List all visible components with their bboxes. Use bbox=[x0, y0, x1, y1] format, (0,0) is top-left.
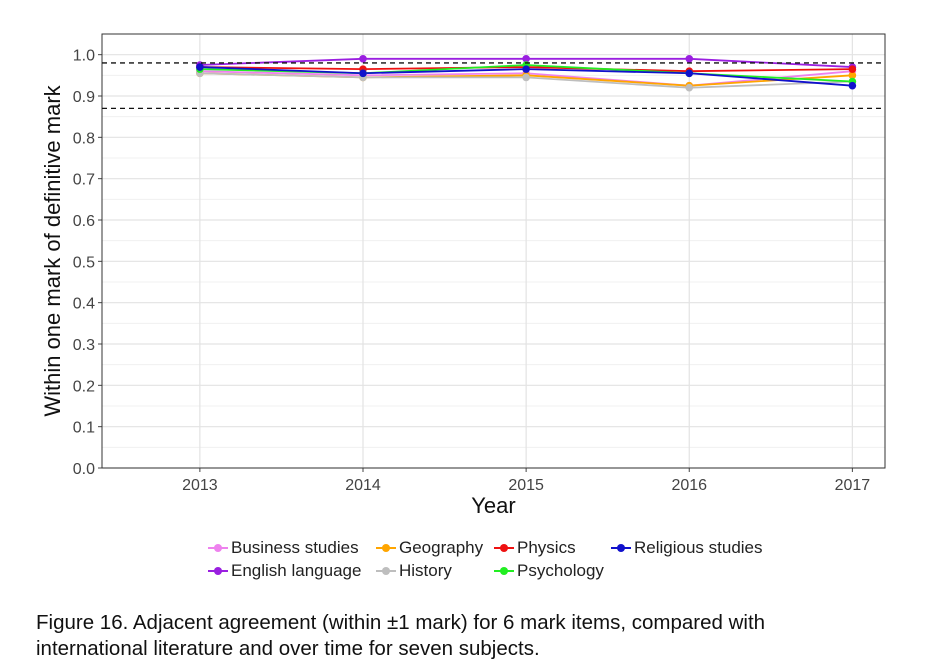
figure-caption: Figure 16. Adjacent agreement (within ±1… bbox=[36, 610, 916, 662]
y-tick-label: 0.2 bbox=[73, 378, 95, 395]
x-tick-label: 2014 bbox=[345, 477, 381, 494]
legend-label-history: History bbox=[399, 561, 452, 580]
data-point-history bbox=[685, 83, 694, 92]
data-point-english-language bbox=[359, 55, 367, 63]
y-tick-label: 0.3 bbox=[73, 337, 95, 354]
y-tick-label: 0.9 bbox=[73, 89, 95, 106]
y-tick-label: 0.5 bbox=[73, 254, 95, 271]
y-tick-label: 0.7 bbox=[73, 172, 95, 189]
legend-label-physics: Physics bbox=[517, 538, 576, 557]
legend-label-english-language: English language bbox=[231, 561, 362, 580]
legend-item-history: History bbox=[376, 561, 452, 581]
legend-item-business-studies: Business studies bbox=[208, 538, 359, 558]
caption-line-2: international literature and over time f… bbox=[36, 637, 540, 660]
y-axis-title: Within one mark of definitive mark bbox=[40, 84, 65, 416]
legend-key-business-studies bbox=[208, 542, 228, 554]
legend-item-psychology: Psychology bbox=[494, 561, 604, 581]
legend-item-physics: Physics bbox=[494, 538, 576, 558]
legend-label-religious-studies: Religious studies bbox=[634, 538, 763, 557]
y-tick-label: 0.4 bbox=[73, 296, 95, 313]
legend-item-geography: Geography bbox=[376, 538, 483, 558]
x-tick-label: 2017 bbox=[835, 477, 871, 494]
data-point-history bbox=[522, 73, 530, 82]
legend-label-geography: Geography bbox=[399, 538, 484, 557]
x-tick-label: 2016 bbox=[671, 477, 707, 494]
data-point-english-language bbox=[522, 55, 530, 63]
data-point-english-language bbox=[685, 55, 694, 63]
data-point-religious-studies bbox=[685, 69, 694, 78]
legend-key-english-language bbox=[208, 565, 228, 577]
y-tick-label: 0.1 bbox=[73, 420, 95, 437]
data-point-religious-studies bbox=[359, 69, 367, 78]
caption-line-1: Figure 16. Adjacent agreement (within ±1… bbox=[36, 611, 766, 634]
x-tick-label: 2015 bbox=[508, 477, 544, 494]
data-point-religious-studies bbox=[522, 65, 530, 73]
legend-item-english-language: English language bbox=[208, 561, 361, 581]
plot-border bbox=[101, 33, 886, 469]
legend-label-psychology: Psychology bbox=[517, 561, 604, 580]
legend-key-history bbox=[376, 565, 396, 577]
data-point-religious-studies bbox=[848, 81, 857, 90]
data-point-religious-studies bbox=[196, 63, 204, 71]
line-chart: 0.0 0.1 0.2 0.3 0.4 0.5 0.6 0.7 0.8 0.9 1.0 2013 201… bbox=[40, 33, 886, 518]
y-tick-label: 0.8 bbox=[73, 130, 95, 147]
y-tick-label: 0.0 bbox=[73, 461, 95, 478]
x-axis-title: Year bbox=[471, 493, 515, 518]
y-tick-label: 1.0 bbox=[73, 48, 95, 65]
x-tick-label: 2013 bbox=[182, 477, 218, 494]
data-point-geography bbox=[848, 71, 857, 80]
legend-key-physics bbox=[494, 542, 514, 554]
legend-key-religious-studies bbox=[611, 542, 631, 554]
legend-key-geography bbox=[376, 542, 396, 554]
legend-key-psychology bbox=[494, 565, 514, 577]
y-tick-label: 0.6 bbox=[73, 213, 95, 230]
legend-label-business-studies: Business studies bbox=[231, 538, 359, 557]
data-point-physics bbox=[848, 65, 857, 73]
legend-item-religious-studies: Religious studies bbox=[611, 538, 763, 558]
